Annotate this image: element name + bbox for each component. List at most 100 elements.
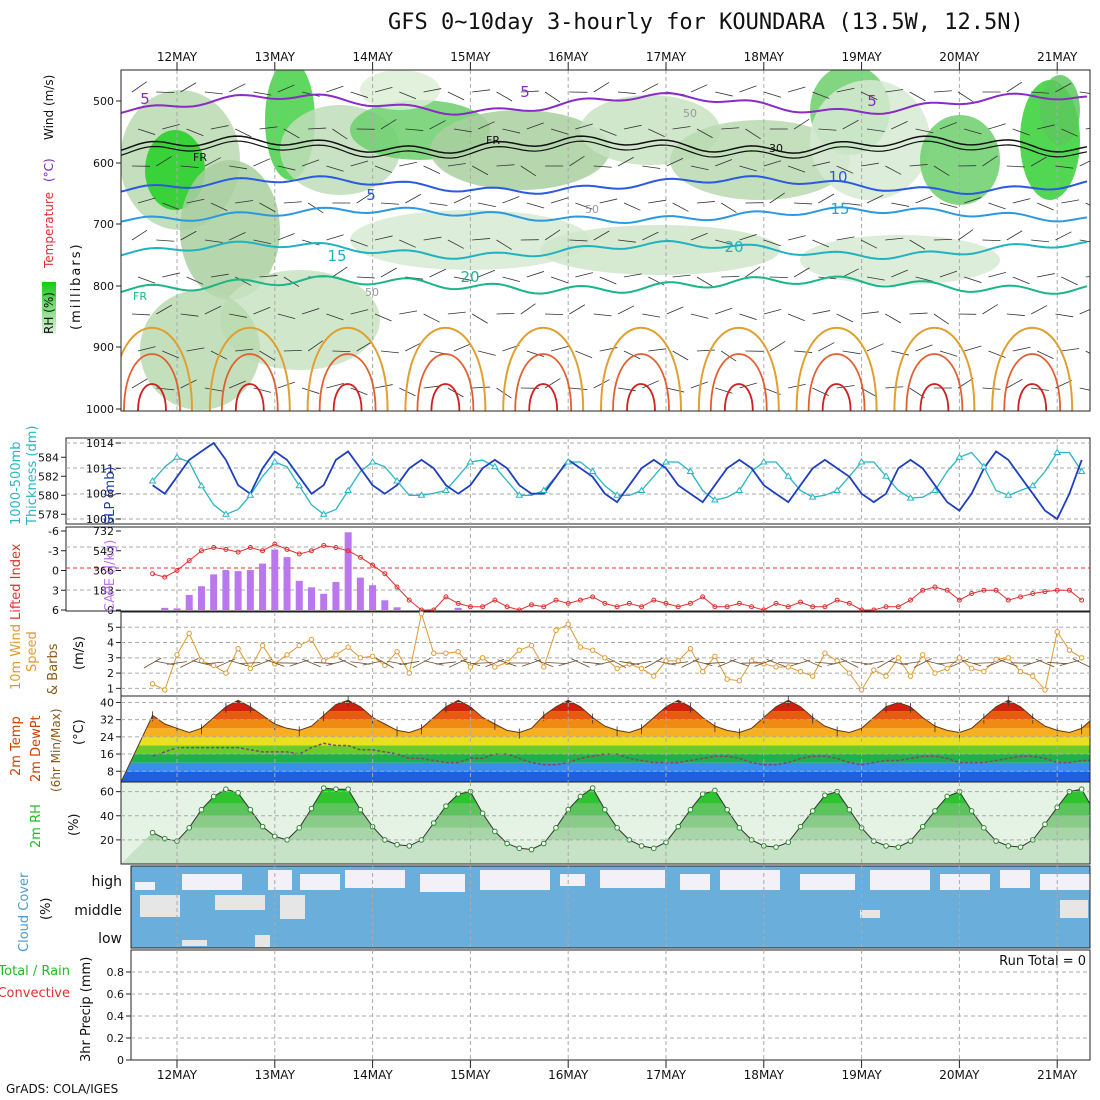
wind-barb xyxy=(608,657,627,669)
top-day-axis: 12MAY 13MAY 14MAY 15MAY 16MAY 17MAY 18MAY 19MAY… xyxy=(157,50,1078,70)
upper-wind-barb xyxy=(964,276,982,283)
contour-35-loop xyxy=(1017,383,1048,411)
cloud-clear-low xyxy=(182,940,207,946)
temperature-axis-label: Temperature xyxy=(42,192,56,269)
cloud-clear-high xyxy=(800,874,855,890)
wind-speed-marker xyxy=(455,649,461,655)
tick-label: 2 xyxy=(107,667,114,680)
thickness-marker xyxy=(564,458,573,465)
wind-barb xyxy=(888,660,909,666)
upper-wind-barb xyxy=(1012,128,1030,136)
wind-barb xyxy=(338,658,358,668)
upper-wind-barb xyxy=(1079,91,1090,94)
cape-bar xyxy=(259,563,267,610)
contour-30-loop xyxy=(416,353,475,411)
upper-wind-barb xyxy=(769,192,785,204)
lifted-index-marker xyxy=(981,587,987,593)
wind-speed-marker xyxy=(418,610,425,617)
wind-barb xyxy=(448,658,468,668)
upper-wind-barb xyxy=(399,239,416,248)
slp-axis-label: SLP (mb) xyxy=(103,466,118,525)
cloud-label-middle: middle xyxy=(74,903,122,919)
upper-wind-barb xyxy=(957,91,974,103)
temperature-band xyxy=(121,771,1090,782)
cloud-clear-high xyxy=(1000,870,1030,888)
wind-barb xyxy=(143,657,162,669)
contour-25-loop xyxy=(404,326,487,411)
upper-wind-barb xyxy=(696,349,715,352)
upper-wind-barb xyxy=(429,268,446,278)
upper-wind-barb xyxy=(204,239,223,243)
upper-wind-barb xyxy=(131,229,148,241)
li-grid xyxy=(66,527,1090,611)
upper-wind-barb xyxy=(526,271,545,278)
upper-wind-barb xyxy=(502,196,520,204)
contour-25-loop xyxy=(600,326,682,411)
wind-speed-marker xyxy=(712,653,718,659)
wind-speed-marker xyxy=(259,642,266,649)
wind-label-2: Speed xyxy=(25,631,40,672)
thickness-marker xyxy=(1077,467,1086,474)
upper-wind-barb xyxy=(478,269,496,278)
upper-wind-barb xyxy=(277,84,295,93)
wind-speed-marker xyxy=(883,673,889,679)
upper-wind-barb xyxy=(642,380,659,389)
wind-speed-marker xyxy=(492,664,498,670)
upper-wind-barb xyxy=(447,91,465,101)
lifted-index-marker xyxy=(920,587,926,593)
upper-wind-barb xyxy=(380,119,397,130)
upper-wind-barb xyxy=(447,239,464,249)
rh2m-marker xyxy=(210,793,217,800)
upper-wind-barb xyxy=(1006,165,1025,168)
contour-label: 5 xyxy=(140,90,150,108)
upper-wind-barb xyxy=(308,127,327,130)
contour-label: 5 xyxy=(867,92,877,110)
upper-wind-barb xyxy=(326,382,344,389)
upper-wind-barb xyxy=(253,158,271,167)
bottom-day-axis: 12MAY 13MAY 14MAY 15MAY 16MAY 17MAY 18MAY 19MAY… xyxy=(157,1060,1078,1082)
upper-wind-barb xyxy=(472,238,491,241)
contour-label: 15 xyxy=(327,247,346,265)
upper-wind-barb xyxy=(794,350,813,353)
temperature-band xyxy=(121,762,1090,772)
cloud-clear-high xyxy=(1040,874,1090,890)
upper-wind-barb xyxy=(964,128,982,135)
cape-bar xyxy=(161,607,169,610)
wind-barb xyxy=(814,661,835,665)
rh2m-marker xyxy=(443,803,449,809)
rh-blob xyxy=(360,70,440,110)
wind-speed-marker xyxy=(1017,668,1024,675)
upper-wind-barb xyxy=(909,91,926,102)
upper-wind-barb xyxy=(478,202,496,208)
rh2m-marker xyxy=(687,806,694,813)
lifted-index-marker xyxy=(639,604,645,610)
upper-wind-barb xyxy=(623,124,642,130)
wind-barb xyxy=(289,659,309,667)
wind-barb xyxy=(668,661,689,665)
temp-axis: 40 32 24 16 8 xyxy=(100,696,121,778)
upper-wind-barb xyxy=(739,165,757,172)
cape-bar xyxy=(332,581,340,610)
rh2m-marker xyxy=(650,845,657,852)
cloud-clear-blocks xyxy=(135,870,1090,947)
upper-wind-barb xyxy=(520,90,539,93)
upper-wind-barb xyxy=(1079,160,1090,167)
upper-wind-barb xyxy=(939,350,958,357)
upper-wind-barb xyxy=(259,275,278,278)
upper-wind-barb xyxy=(569,155,585,167)
upper-wind-barb xyxy=(812,91,830,99)
lifted-index-marker xyxy=(321,542,327,548)
top-day-label: 20MAY xyxy=(939,50,980,64)
rh2m-marker xyxy=(259,823,266,830)
upper-wind-barb xyxy=(526,202,545,209)
upper-wind-barb xyxy=(253,306,271,315)
contour-25-loop xyxy=(697,326,780,411)
upper-wind-barb xyxy=(1036,202,1054,211)
rh2m-marker xyxy=(516,845,523,852)
upper-wind-barb xyxy=(453,343,471,352)
contour-35-loop xyxy=(137,383,167,411)
upper-wind-barb xyxy=(642,313,661,318)
tick-label: 60 xyxy=(100,786,114,799)
bottom-day-label: 12MAY xyxy=(157,1068,198,1082)
upper-wind-barb xyxy=(259,202,276,213)
